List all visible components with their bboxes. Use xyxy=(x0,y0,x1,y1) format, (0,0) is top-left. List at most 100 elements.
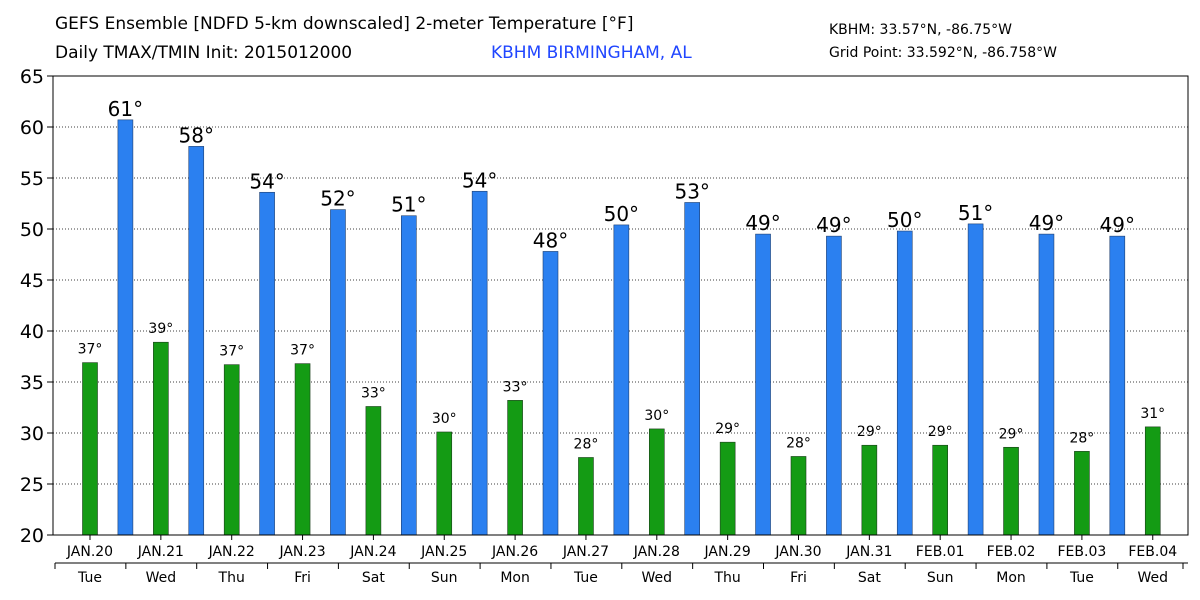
tmax-bar xyxy=(330,209,346,536)
x-weekday-label: Fri xyxy=(790,570,807,586)
x-weekday-label: Tue xyxy=(1069,570,1094,586)
y-tick-label: 65 xyxy=(20,66,44,88)
tmin-label: 29° xyxy=(715,421,740,437)
grid-point-coordinates: Grid Point: 33.592°N, -86.758°W xyxy=(829,45,1057,61)
tmin-label: 29° xyxy=(999,426,1024,442)
tmin-label: 31° xyxy=(1140,406,1165,422)
tmax-bar xyxy=(259,191,275,536)
y-tick-label: 45 xyxy=(20,270,44,292)
x-weekday-label: Sat xyxy=(362,570,385,586)
chart-title: GEFS Ensemble [NDFD 5-km downscaled] 2-m… xyxy=(55,14,634,34)
tmin-label: 29° xyxy=(928,424,953,440)
tmin-bar xyxy=(365,406,382,536)
bars xyxy=(82,119,1161,536)
x-date-label: JAN.30 xyxy=(774,544,821,560)
tmax-label: 51° xyxy=(958,201,993,225)
y-tick-label: 55 xyxy=(20,168,44,190)
x-weekday-label: Fri xyxy=(294,570,311,586)
tmin-label: 28° xyxy=(574,436,599,452)
x-date-label: JAN.28 xyxy=(633,544,680,560)
x-weekday-label: Tue xyxy=(573,570,598,586)
tmax-bar xyxy=(1109,235,1126,536)
y-tick-label: 40 xyxy=(20,321,44,343)
x-date-label: JAN.21 xyxy=(137,544,184,560)
y-tick-label: 30 xyxy=(20,423,44,445)
tmin-bar xyxy=(507,400,523,536)
y-axis: 20 25 30 35 40 45 50 55 60 65 xyxy=(20,66,53,547)
y-tick-label: 35 xyxy=(20,372,44,394)
x-weekday-label: Tue xyxy=(77,570,102,586)
tmin-bar xyxy=(578,457,594,536)
x-date-label: JAN.27 xyxy=(562,544,609,560)
x-weekday-label: Wed xyxy=(642,570,673,586)
tmin-label: 39° xyxy=(148,321,173,337)
tmin-label: 28° xyxy=(1069,430,1094,446)
x-weekday-label: Sat xyxy=(858,570,881,586)
tmax-label: 49° xyxy=(745,211,780,235)
x-date-label: FEB.04 xyxy=(1128,544,1177,560)
x-weekday-label: Wed xyxy=(146,570,177,586)
tmin-bar xyxy=(82,362,98,536)
plot-frame xyxy=(52,75,1189,536)
x-date-label: JAN.26 xyxy=(491,544,538,560)
tmax-bar xyxy=(826,235,842,536)
tmin-label: 33° xyxy=(361,385,386,401)
tmax-label: 54° xyxy=(249,169,284,193)
tmax-label: 49° xyxy=(1029,211,1064,235)
tmax-bar xyxy=(188,146,205,536)
tmin-bar xyxy=(223,364,240,536)
x-weekday-label: Thu xyxy=(713,570,740,586)
tmin-bar xyxy=(1074,451,1090,536)
x-date-label: FEB.03 xyxy=(1058,544,1107,560)
tmax-label: 61° xyxy=(108,97,143,121)
tmin-bar xyxy=(861,444,878,536)
tmin-bar xyxy=(153,341,169,536)
tmax-bar xyxy=(117,119,134,536)
tmin-label: 37° xyxy=(290,343,315,359)
tmin-label: 37° xyxy=(219,344,244,360)
tmax-bar xyxy=(613,224,630,536)
station-name: KBHM BIRMINGHAM, AL xyxy=(491,43,692,63)
x-weekday-label: Sun xyxy=(431,570,458,586)
chart-subtitle: Daily TMAX/TMIN Init: 2015012000 xyxy=(55,43,353,63)
y-tick-label: 25 xyxy=(20,474,44,496)
tmin-bar xyxy=(1003,446,1019,536)
x-date-label: JAN.29 xyxy=(704,544,751,560)
tmax-bar xyxy=(471,190,488,536)
x-weekday-label: Wed xyxy=(1137,570,1168,586)
tmax-bar xyxy=(684,202,701,536)
tmin-bar xyxy=(790,456,807,536)
tmax-label: 53° xyxy=(674,179,709,203)
x-weekday-label: Mon xyxy=(500,570,530,586)
x-weekday-label: Thu xyxy=(218,570,245,586)
tmin-bar xyxy=(436,431,453,536)
tmax-label: 49° xyxy=(816,213,851,237)
tmin-bar xyxy=(648,428,665,536)
tmin-bar xyxy=(719,441,736,536)
x-date-label: JAN.23 xyxy=(278,544,325,560)
tmin-label: 30° xyxy=(644,408,669,424)
x-date-label: JAN.25 xyxy=(420,544,467,560)
tmin-label: 28° xyxy=(786,435,811,451)
tmin-label: 33° xyxy=(503,379,528,395)
x-date-label: JAN.22 xyxy=(208,544,255,560)
x-date-label: FEB.01 xyxy=(916,544,965,560)
tmin-label: 37° xyxy=(78,342,103,358)
tmax-label: 58° xyxy=(179,123,214,147)
station-coordinates: KBHM: 33.57°N, -86.75°W xyxy=(829,22,1012,38)
y-tick-label: 60 xyxy=(20,117,44,139)
x-date-label: JAN.24 xyxy=(349,544,396,560)
y-tick-label: 20 xyxy=(20,525,44,547)
tmax-bar xyxy=(400,215,417,536)
tmax-label: 51° xyxy=(391,193,426,217)
tmax-label: 50° xyxy=(887,208,922,232)
tmax-label: 52° xyxy=(320,187,355,211)
tmax-label: 50° xyxy=(604,202,639,226)
tmax-label: 49° xyxy=(1100,213,1135,237)
tmax-bar xyxy=(967,223,984,536)
x-date-label: JAN.20 xyxy=(66,544,113,560)
x-date-label: JAN.31 xyxy=(845,544,892,560)
tmax-label: 54° xyxy=(462,168,497,192)
tmax-bar xyxy=(1038,233,1055,536)
